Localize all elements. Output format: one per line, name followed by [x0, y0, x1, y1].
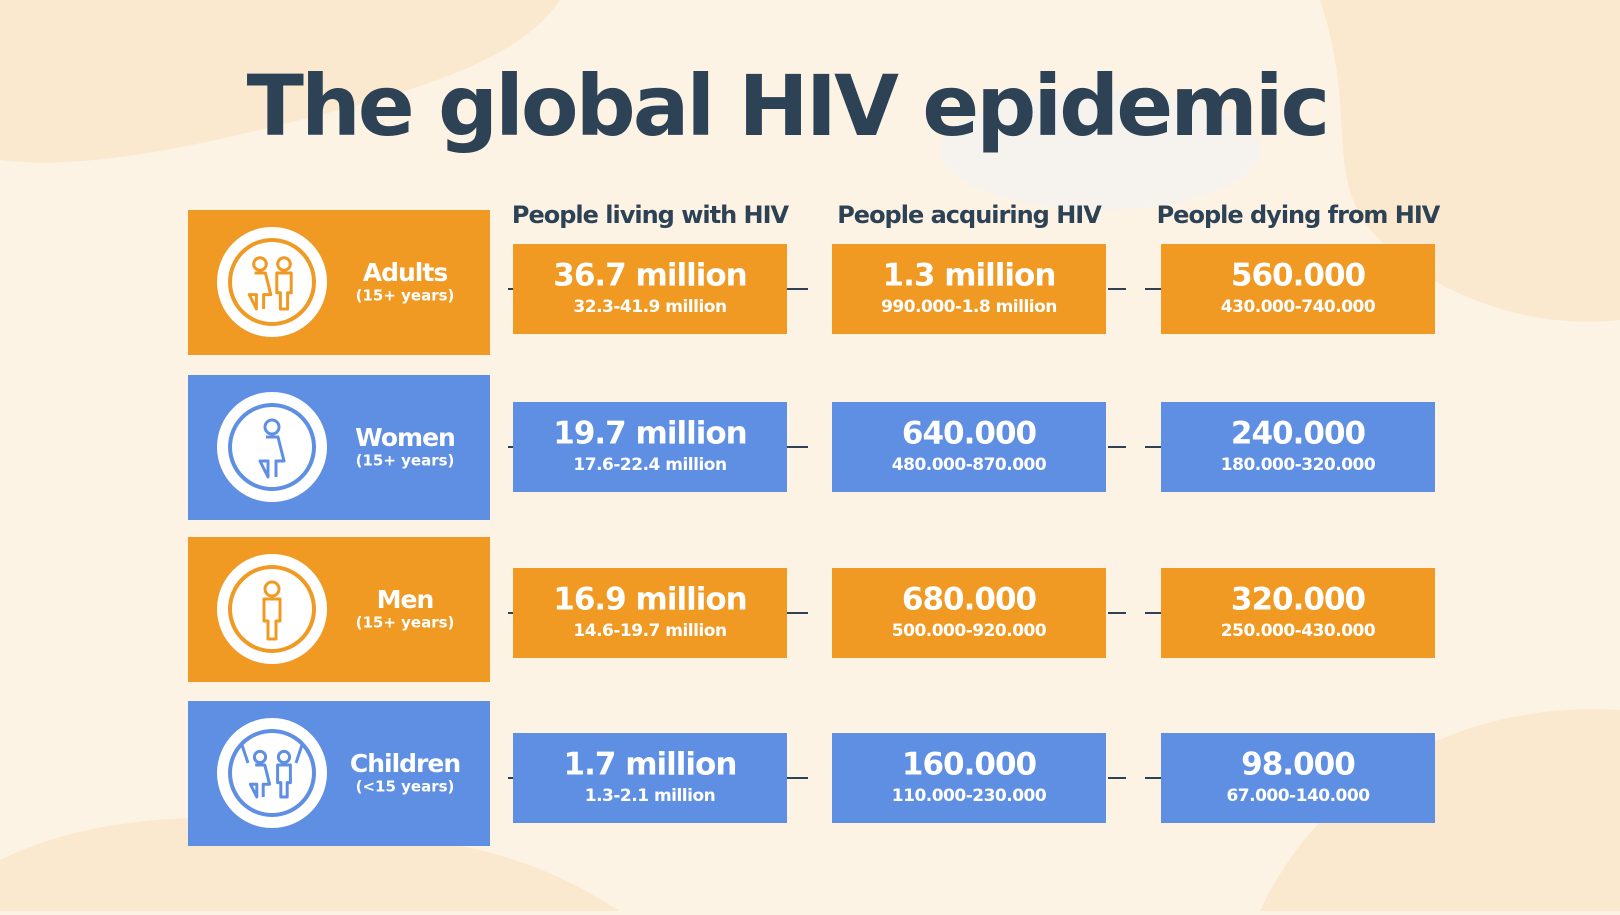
row-sublabel: (15+ years)	[356, 614, 455, 632]
stat-box	[513, 733, 787, 823]
stat-range: 67.000-140.000	[1226, 786, 1370, 806]
stat-box	[513, 244, 787, 334]
icon-head	[252, 749, 268, 765]
icon-head	[252, 256, 268, 272]
row-label: Children	[350, 749, 460, 778]
stat-value: 680.000	[902, 582, 1037, 618]
stat-range: 1.3-2.1 million	[585, 786, 716, 806]
stat-box	[832, 244, 1106, 334]
stat-value: 160.000	[902, 747, 1037, 783]
stat-range: 14.6-19.7 million	[573, 621, 726, 641]
row-label: Men	[377, 585, 434, 614]
icon-center	[232, 407, 312, 487]
stat-range: 500.000-920.000	[892, 621, 1047, 641]
icon-head	[263, 580, 281, 598]
icon-body	[275, 271, 293, 311]
icon-center	[232, 733, 312, 813]
icon-body	[247, 271, 273, 311]
icon-body	[258, 435, 286, 479]
icon-head	[276, 256, 292, 272]
row: Children(<15 years) 1.7 million 1.3-2.1 mi…	[188, 701, 1435, 846]
stat-range: 110.000-230.000	[892, 786, 1047, 806]
stat-box	[513, 568, 787, 658]
row-sublabel: (15+ years)	[356, 452, 455, 470]
stat-box	[832, 733, 1106, 823]
stat-value: 560.000	[1231, 258, 1366, 294]
icon-center	[232, 569, 312, 649]
row-label: Adults	[363, 258, 448, 287]
stat-value: 1.7 million	[564, 747, 737, 783]
icon-head	[263, 418, 281, 436]
stat-value: 19.7 million	[553, 416, 746, 452]
stat-box	[832, 568, 1106, 658]
stat-range: 250.000-430.000	[1221, 621, 1376, 641]
stat-box	[1161, 568, 1435, 658]
stat-range: 430.000-740.000	[1221, 297, 1376, 317]
stat-range: 480.000-870.000	[892, 455, 1047, 475]
icon-center	[232, 242, 312, 322]
icon-head	[276, 749, 292, 765]
stat-value: 16.9 million	[553, 582, 746, 618]
stat-value: 98.000	[1241, 747, 1355, 783]
column-header: People dying from HIV	[1157, 201, 1441, 229]
column-header: People acquiring HIV	[837, 201, 1102, 229]
icon-body	[276, 763, 292, 799]
stat-box	[1161, 244, 1435, 334]
row: Women(15+ years) 19.7 million 17.6-22.4 mi…	[188, 375, 1435, 520]
stat-value: 240.000	[1231, 416, 1366, 452]
background-blob	[940, 90, 1260, 210]
row-sublabel: (15+ years)	[356, 287, 455, 305]
stat-range: 180.000-320.000	[1221, 455, 1376, 475]
stat-box	[1161, 402, 1435, 492]
stat-range: 17.6-22.4 million	[573, 455, 726, 475]
stat-value: 640.000	[902, 416, 1037, 452]
stat-range: 990.000-1.8 million	[881, 297, 1057, 317]
row-label: Women	[355, 423, 455, 452]
stat-value: 36.7 million	[553, 258, 746, 294]
stat-value: 1.3 million	[883, 258, 1056, 294]
row-sublabel: (<15 years)	[356, 778, 455, 796]
column-header: People living with HIV	[512, 201, 790, 229]
icon-body	[262, 597, 282, 641]
icon-body	[248, 763, 272, 799]
title: The global HIV epidemic	[247, 57, 1328, 155]
stat-box	[1161, 733, 1435, 823]
row: Adults(15+ years) 36.7 million 32.3-41.9 m…	[188, 210, 1435, 355]
stat-value: 320.000	[1231, 582, 1366, 618]
icon-arm	[240, 744, 304, 764]
row: Men(15+ years) 16.9 million 14.6-19.7 mill…	[188, 537, 1435, 682]
stat-box	[513, 402, 787, 492]
stat-box	[832, 402, 1106, 492]
stat-range: 32.3-41.9 million	[573, 297, 726, 317]
